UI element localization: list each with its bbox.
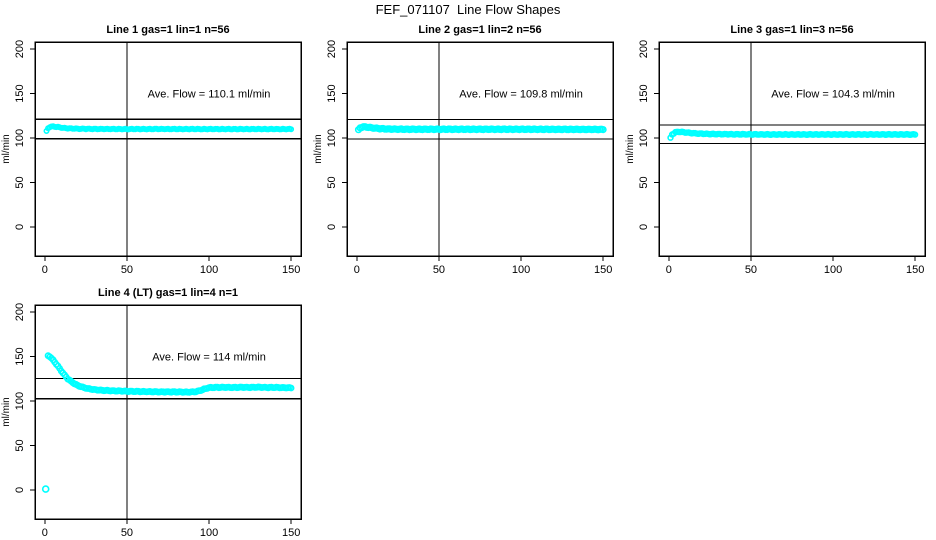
x-tick-label: 150 (594, 264, 612, 276)
x-tick-label: 0 (354, 264, 360, 276)
y-tick-label: 50 (638, 176, 650, 188)
x-tick-label: 100 (200, 527, 218, 539)
y-tick-label: 0 (14, 487, 26, 493)
y-tick-label: 200 (638, 40, 650, 58)
data-point (599, 125, 607, 134)
x-tick-label: 50 (121, 527, 133, 539)
ave-flow-annotation: Ave. Flow = 114 ml/min (152, 352, 266, 364)
panel-line-1: Line 1 gas=1 lin=1 n=56 0 50 100 150 0 50 100 15… (0, 20, 312, 283)
plot-line-2: Line 2 gas=1 lin=2 n=56 0 50 100 150 0 50 100 15… (313, 24, 614, 276)
plot-line-4: Line 4 (LT) gas=1 lin=4 n=1 0 50 100 150 0 50 1… (1, 287, 302, 539)
y-tick-label: 150 (638, 84, 650, 102)
ave-flow-annotation: Ave. Flow = 110.1 ml/min (148, 89, 271, 101)
x-tick-label: 150 (282, 264, 300, 276)
y-axis-label: ml/min (313, 134, 324, 163)
x-tick-label: 100 (824, 264, 842, 276)
panel-title: Line 3 gas=1 lin=3 n=56 (730, 24, 853, 36)
y-axis-label: ml/min (1, 134, 12, 163)
y-tick-label: 200 (14, 40, 26, 58)
x-tick-label: 0 (42, 264, 48, 276)
y-tick-label: 50 (14, 176, 26, 188)
panel-title: Line 1 gas=1 lin=1 n=56 (106, 24, 229, 36)
y-tick-label: 0 (638, 224, 650, 230)
x-tick-label: 150 (906, 264, 924, 276)
y-tick-label: 100 (638, 129, 650, 147)
x-tick-label: 0 (42, 527, 48, 539)
panel-line-4: Line 4 (LT) gas=1 lin=4 n=1 0 50 100 150 0 50 1… (0, 283, 312, 540)
y-tick-label: 0 (326, 224, 338, 230)
x-tick-label: 100 (512, 264, 530, 276)
panel-title: Line 2 gas=1 lin=2 n=56 (418, 24, 541, 36)
plot-border (658, 41, 926, 257)
y-axis-label: ml/min (625, 134, 636, 163)
main-title: FEF_071107 Line Flow Shapes (375, 2, 561, 17)
y-tick-label: 200 (14, 303, 26, 321)
x-tick-label: 0 (666, 264, 672, 276)
y-tick-label: 150 (14, 347, 26, 365)
flow-data-series (667, 128, 919, 141)
y-tick-label: 200 (326, 40, 338, 58)
flow-data-series (43, 123, 295, 135)
data-point (288, 126, 295, 133)
outlier-data-point (41, 485, 50, 493)
flow-data-series (41, 352, 295, 493)
x-tick-label: 50 (745, 264, 757, 276)
flow-data-series (354, 123, 607, 134)
panel-line-2: Line 2 gas=1 lin=2 n=56 0 50 100 150 0 50 100 15… (312, 20, 624, 283)
y-axis-label: ml/min (1, 397, 12, 426)
plot-border (34, 304, 302, 520)
y-tick-label: 100 (14, 129, 26, 147)
y-tick-label: 100 (14, 392, 26, 410)
plot-border (346, 41, 614, 257)
y-tick-label: 100 (326, 129, 338, 147)
x-tick-label: 50 (433, 264, 445, 276)
panel-title: Line 4 (LT) gas=1 lin=4 n=1 (98, 287, 238, 299)
x-tick-label: 50 (121, 264, 133, 276)
y-tick-label: 150 (14, 84, 26, 102)
x-tick-label: 100 (200, 264, 218, 276)
y-tick-label: 0 (14, 224, 26, 230)
plot-line-1: Line 1 gas=1 lin=1 n=56 0 50 100 150 0 50 100 15… (1, 24, 302, 276)
panel-line-3: Line 3 gas=1 lin=3 n=56 0 50 100 150 0 50 100 15… (624, 20, 936, 283)
data-point (287, 384, 295, 392)
y-tick-label: 50 (326, 176, 338, 188)
plot-border (34, 41, 302, 257)
y-tick-label: 150 (326, 84, 338, 102)
plot-line-3: Line 3 gas=1 lin=3 n=56 0 50 100 150 0 50 100 15… (625, 24, 926, 276)
data-point (911, 131, 919, 138)
ave-flow-annotation: Ave. Flow = 104.3 ml/min (771, 89, 895, 101)
x-tick-label: 150 (282, 527, 300, 539)
ave-flow-annotation: Ave. Flow = 109.8 ml/min (459, 89, 583, 101)
y-tick-label: 50 (14, 439, 26, 451)
